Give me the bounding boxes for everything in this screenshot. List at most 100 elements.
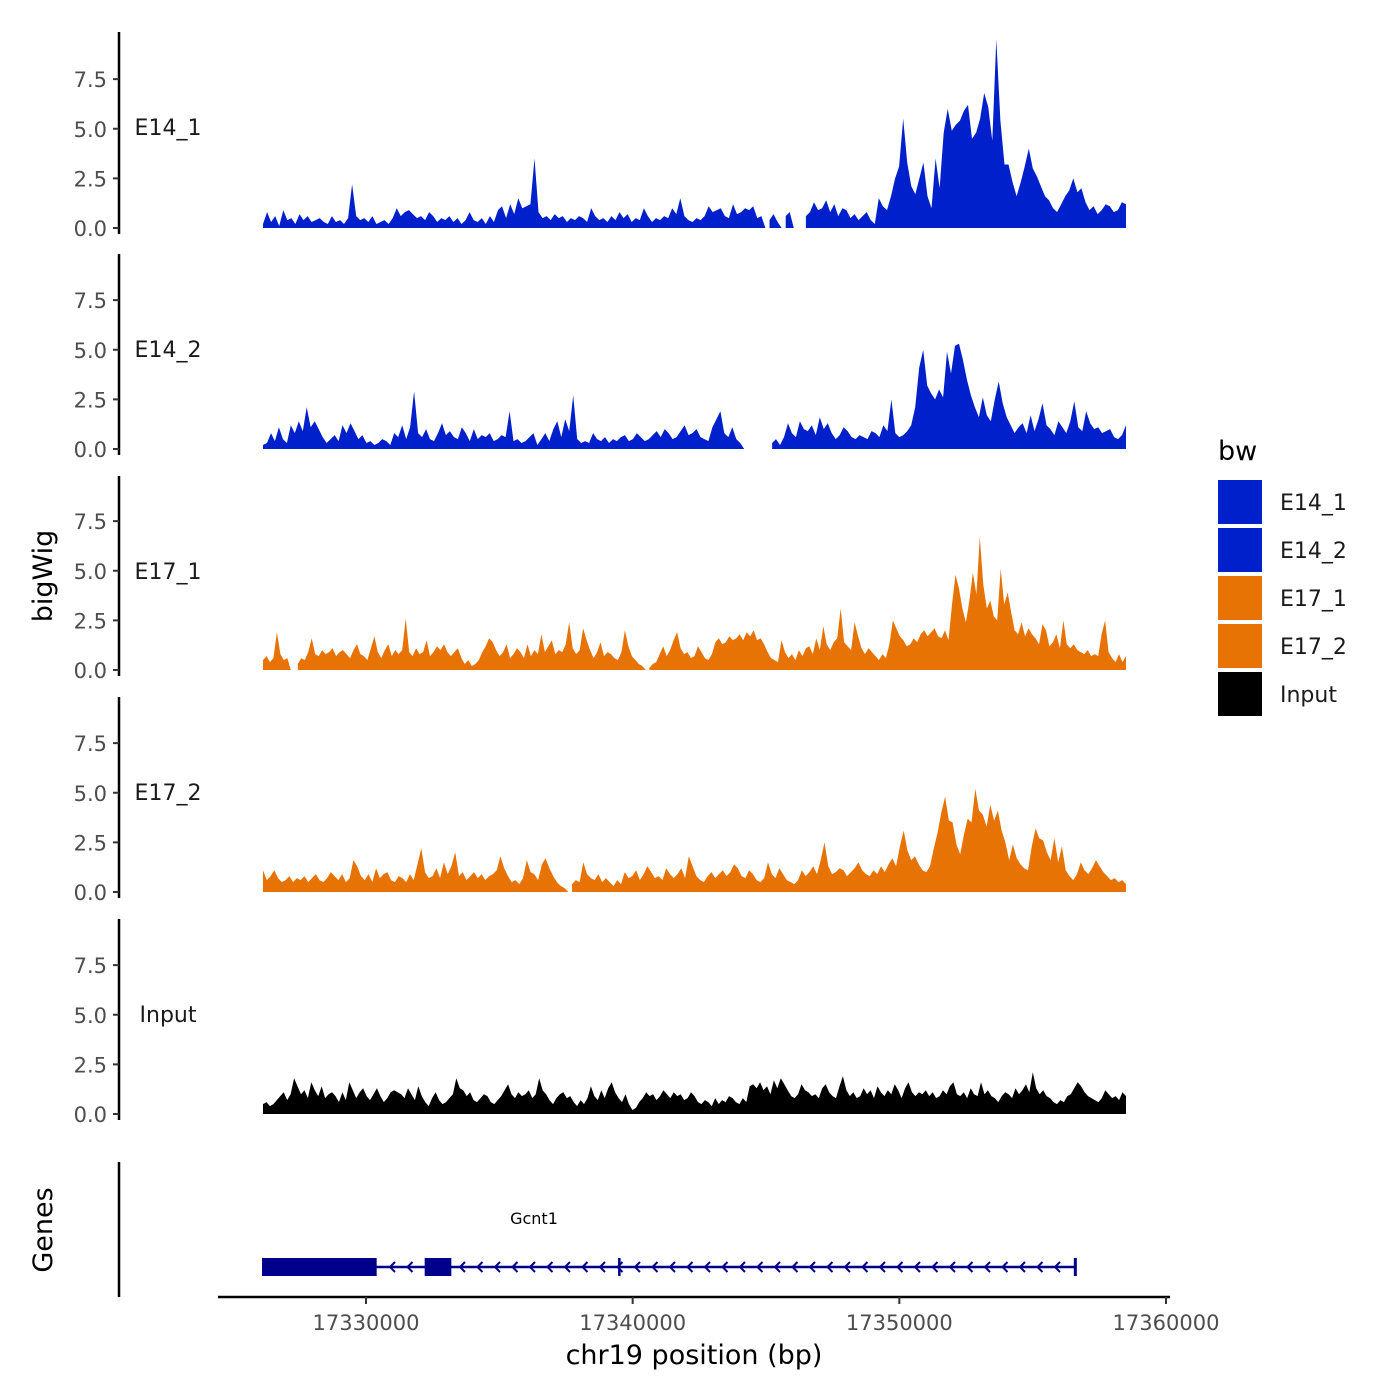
- signal-tracks: 0.0 2.5 5.0 7.5 E14_1 0.0 2.5 5.0 7.5 E14_2 0.0 2.5…: [74, 32, 1126, 1127]
- strand-arrow: [756, 1261, 764, 1273]
- strand-arrow: [826, 1261, 834, 1273]
- track-e14-1: 0.0 2.5 5.0 7.5 E14_1: [74, 32, 1126, 241]
- y-tick-label: 7.5: [74, 289, 107, 313]
- strand-arrow: [966, 1261, 974, 1273]
- track-e17-1: 0.0 2.5 5.0 7.5 E17_1: [74, 476, 1126, 683]
- y-axis-title: bigWig: [28, 530, 59, 623]
- legend-item-e17-1: E17_1: [1218, 576, 1347, 620]
- strand-arrow: [476, 1261, 484, 1273]
- legend-item-e14-2: E14_2: [1218, 528, 1347, 572]
- strand-arrow: [1018, 1261, 1026, 1273]
- legend-swatch: [1218, 480, 1262, 524]
- strand-arrow: [651, 1261, 659, 1273]
- track-label: E17_2: [135, 781, 202, 806]
- signal-area-e14-2: [263, 343, 1126, 449]
- y-tick-label: 0.0: [74, 881, 107, 905]
- y-tick-label: 7.5: [74, 732, 107, 756]
- track-label: E14_2: [135, 338, 202, 363]
- legend-swatch: [1218, 576, 1262, 620]
- y-tick-label: 2.5: [74, 388, 107, 412]
- y-tick-label: 0.0: [74, 217, 107, 241]
- y-tick-label: 5.0: [74, 560, 107, 584]
- y-tick-label: 2.5: [74, 1053, 107, 1077]
- y-tick-label: 5.0: [74, 782, 107, 806]
- y-tick-label: 7.5: [74, 510, 107, 534]
- strand-arrow: [1036, 1261, 1044, 1273]
- strand-arrow: [983, 1261, 991, 1273]
- legend: bw E14_1 E14_2 E17_1 E17_2 Input: [1218, 436, 1347, 716]
- track-label: E14_1: [135, 116, 202, 141]
- x-axis-title: chr19 position (bp): [566, 1340, 823, 1371]
- x-tick-label: 17340000: [579, 1311, 686, 1335]
- legend-label: E14_1: [1280, 491, 1347, 516]
- strand-arrow: [773, 1261, 781, 1273]
- strand-arrow: [931, 1261, 939, 1273]
- strand-arrow: [406, 1261, 414, 1273]
- legend-label: Input: [1280, 683, 1337, 708]
- legend-item-e17-2: E17_2: [1218, 624, 1347, 668]
- strand-arrow: [896, 1261, 904, 1273]
- gene-name-label: Gcnt1: [510, 1209, 558, 1228]
- legend-item-input: Input: [1218, 672, 1337, 716]
- track-e17-2: 0.0 2.5 5.0 7.5 E17_2: [74, 697, 1126, 905]
- legend-label: E17_2: [1280, 635, 1347, 660]
- strand-arrow: [668, 1261, 676, 1273]
- legend-title: bw: [1218, 436, 1257, 467]
- strand-arrow: [493, 1261, 501, 1273]
- genes-track: Gcnt1: [117, 1162, 1077, 1297]
- strand-arrow: [546, 1261, 554, 1273]
- strand-arrow: [388, 1261, 396, 1273]
- strand-arrow: [511, 1261, 519, 1273]
- strand-arrow: [633, 1261, 641, 1273]
- gene-gcnt1: Gcnt1: [262, 1209, 1077, 1276]
- strand-arrow: [581, 1261, 589, 1273]
- track-e14-2: 0.0 2.5 5.0 7.5 E14_2: [74, 254, 1126, 462]
- strand-arrow: [721, 1261, 729, 1273]
- strand-arrow: [843, 1261, 851, 1273]
- signal-area-e14-1: [263, 39, 1126, 229]
- strand-arrow: [861, 1261, 869, 1273]
- strand-arrow: [808, 1261, 816, 1273]
- strand-arrow: [738, 1261, 746, 1273]
- legend-swatch: [1218, 624, 1262, 668]
- signal-area-e17-1: [263, 537, 1126, 670]
- x-axis: 17330000 17340000 17350000 17360000: [218, 1295, 1220, 1335]
- strand-arrow: [458, 1261, 466, 1273]
- strand-arrow: [703, 1261, 711, 1273]
- track-input: 0.0 2.5 5.0 7.5 Input: [74, 919, 1126, 1127]
- y-tick-label: 5.0: [74, 118, 107, 142]
- strand-arrow: [598, 1261, 606, 1273]
- y-tick-label: 2.5: [74, 831, 107, 855]
- strand-arrow: [616, 1261, 624, 1273]
- strand-arrow: [791, 1261, 799, 1273]
- y-tick-label: 7.5: [74, 954, 107, 978]
- legend-swatch: [1218, 528, 1262, 572]
- legend-label: E17_1: [1280, 587, 1347, 612]
- strand-arrow: [563, 1261, 571, 1273]
- track-label: Input: [140, 1003, 197, 1028]
- signal-area-e17-2: [263, 788, 1126, 892]
- y-tick-label: 2.5: [74, 609, 107, 633]
- strand-arrow: [948, 1261, 956, 1273]
- strand-arrow: [1001, 1261, 1009, 1273]
- y-tick-label: 2.5: [74, 167, 107, 191]
- gene-exon-block: [424, 1258, 452, 1276]
- legend-swatch: [1218, 672, 1262, 716]
- x-tick-label: 17360000: [1113, 1311, 1220, 1335]
- legend-label: E14_2: [1280, 539, 1347, 564]
- x-tick-label: 17350000: [846, 1311, 953, 1335]
- y-tick-label: 0.0: [74, 438, 107, 462]
- strand-arrow: [686, 1261, 694, 1273]
- strand-arrow: [528, 1261, 536, 1273]
- signal-area-input: [263, 1072, 1126, 1114]
- genes-track-title: Genes: [28, 1187, 59, 1272]
- x-tick-label: 17330000: [313, 1311, 420, 1335]
- track-label: E17_1: [135, 560, 202, 585]
- y-tick-label: 7.5: [74, 68, 107, 92]
- strand-arrow: [913, 1261, 921, 1273]
- strand-arrow: [1053, 1261, 1061, 1273]
- y-tick-label: 5.0: [74, 1004, 107, 1028]
- strand-arrow: [878, 1261, 886, 1273]
- gene-exon-block: [262, 1258, 377, 1276]
